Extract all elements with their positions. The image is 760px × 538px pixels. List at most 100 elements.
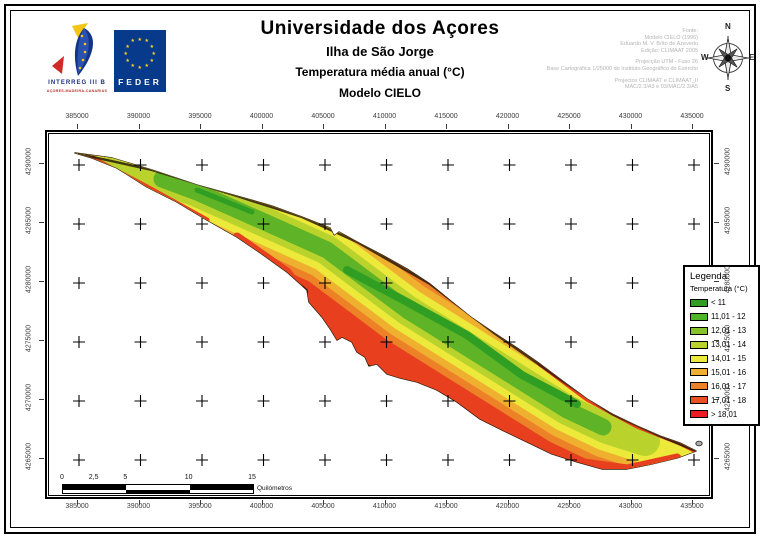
scalebar-segment-top	[63, 485, 127, 490]
x-tick-mark-top	[200, 124, 201, 129]
legend-swatch	[690, 326, 708, 335]
y-tick-label-left: 4275000	[25, 324, 33, 353]
temp-band-below-11	[343, 266, 581, 408]
grid-cross	[380, 218, 393, 230]
y-tick-mark-left	[39, 458, 44, 459]
credits-line: Edição: CLIMAAT 2005	[641, 47, 698, 54]
legend-swatch	[690, 396, 708, 405]
eu-star: ★	[123, 50, 128, 57]
y-tick-label-left: 4270000	[25, 383, 33, 412]
grid-cross	[442, 277, 454, 289]
subtitle-island: Ilha de São Jorge	[326, 44, 434, 59]
grid-cross	[257, 218, 270, 230]
legend-subtitle: Temperatura (°C)	[690, 284, 748, 293]
eu-star: ★	[149, 57, 155, 64]
grid-cross	[73, 159, 85, 171]
x-tick-mark-top	[138, 124, 140, 129]
grid-cross	[319, 336, 331, 348]
grid-cross	[73, 395, 85, 407]
x-tick-mark-top	[507, 124, 509, 129]
title-block: Universidade dos Açores Ilha de São Jorg…	[190, 18, 570, 100]
legend-title: Legenda:	[690, 271, 730, 282]
grid-cross	[134, 277, 147, 289]
grid-cross	[565, 277, 577, 289]
eu-stars-icon: ★ ★ ★ ★ ★ ★ ★ ★ ★ ★ ★ ★	[114, 32, 166, 76]
scalebar-tick-label: 0	[60, 474, 64, 481]
interreg-logo: INTERREG III B AÇORES-MADEIRA-CANARIAS	[44, 22, 110, 102]
x-tick-mark-bottom	[569, 500, 570, 505]
compass-s-label: S	[725, 84, 731, 93]
grid-cross	[380, 395, 393, 407]
grid-cross	[688, 159, 700, 171]
grid-cross	[626, 159, 639, 171]
grid-cross	[134, 218, 147, 230]
legend-swatch	[690, 410, 708, 419]
grid-cross	[196, 336, 208, 348]
scalebar-segment-bottom	[189, 490, 253, 493]
legend-row: 11,01 - 12	[690, 310, 758, 324]
x-tick-label-bottom: 390000	[126, 503, 151, 510]
x-tick-mark-bottom	[384, 500, 386, 505]
x-tick-label-top: 395000	[188, 113, 212, 120]
x-tick-label-bottom: 430000	[618, 503, 643, 510]
grid-cross	[626, 336, 639, 348]
legend-swatch	[690, 312, 708, 321]
x-tick-mark-top	[569, 124, 570, 129]
credits-block: Fonte: Modelo CIELO (1996) Eduardo M. V. B…	[448, 28, 698, 91]
grid-cross	[565, 395, 577, 407]
y-tick-label-right: 4290000	[724, 147, 732, 176]
x-tick-label-bottom: 425000	[557, 503, 581, 510]
x-tick-label-bottom: 420000	[495, 503, 520, 510]
legend-swatch	[690, 340, 708, 349]
x-tick-label-top: 385000	[65, 113, 89, 120]
x-tick-mark-bottom	[323, 500, 324, 505]
interreg-sail-icon	[52, 23, 93, 76]
page-title: Universidade dos Açores	[260, 18, 500, 39]
x-tick-label-bottom: 415000	[434, 503, 458, 510]
eu-star: ★	[144, 38, 149, 45]
grid-cross	[380, 159, 393, 171]
subtitle-model: Modelo CIELO	[339, 86, 421, 100]
grid-cross	[442, 218, 454, 230]
grid-cross	[257, 159, 270, 171]
scalebar-segment-bottom	[63, 490, 127, 493]
x-tick-mark-bottom	[138, 500, 140, 505]
credits-line: Eduardo M. V. Brito de Azevedo	[620, 41, 698, 48]
grid-cross	[380, 277, 393, 289]
credits-line: Projectos CLIMAAT e CLIMAAT_II	[614, 77, 698, 84]
grid-cross	[196, 395, 208, 407]
grid-cross	[134, 336, 147, 348]
scalebar-segment-top	[126, 485, 190, 490]
x-tick-label-bottom: 385000	[65, 503, 89, 510]
grid-cross	[442, 454, 454, 466]
grid-cross	[380, 454, 393, 466]
x-tick-mark-bottom	[77, 500, 78, 505]
y-tick-mark-right	[714, 399, 719, 400]
legend-swatch	[690, 298, 708, 307]
map-canvas	[73, 152, 703, 470]
y-tick-label-right: 4265000	[724, 442, 732, 471]
x-tick-label-top: 435000	[680, 113, 704, 120]
scalebar-segment-bottom	[126, 490, 190, 493]
x-tick-mark-bottom	[200, 500, 201, 505]
eu-star: ★	[137, 36, 142, 43]
legend-row: 17,01 - 18	[690, 393, 758, 407]
grid-cross	[565, 336, 577, 348]
y-tick-label-right: 4270000	[724, 383, 732, 412]
islet-topo	[695, 440, 703, 447]
eu-star: ★	[149, 43, 155, 50]
x-tick-mark-top	[261, 124, 263, 129]
grid-cross	[626, 454, 639, 466]
y-tick-mark-right	[714, 222, 719, 223]
eu-star: ★	[130, 62, 135, 69]
graticule-crosses	[73, 159, 700, 466]
legend-row: > 18,01	[690, 407, 758, 421]
x-tick-mark-bottom	[446, 500, 447, 505]
grid-cross	[73, 336, 85, 348]
compass-e-label: E	[749, 53, 755, 62]
x-tick-label-bottom: 435000	[680, 503, 704, 510]
grid-cross	[73, 277, 85, 289]
x-tick-mark-top	[692, 124, 693, 129]
grid-cross	[503, 277, 516, 289]
grid-cross	[442, 336, 454, 348]
